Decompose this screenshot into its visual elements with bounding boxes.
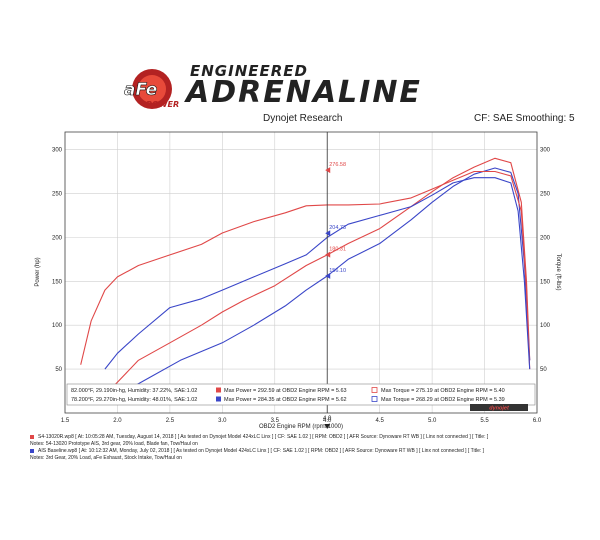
y-tick-label: 100 [52, 323, 63, 329]
legend-max-power: Max Power = 284.35 at OBD2 Engine RPM = … [224, 397, 347, 403]
note-text: S4-13020R.wp8 [ At: 10:05:28 AM, Tuesday… [38, 434, 489, 440]
legend-power-swatch [216, 387, 221, 393]
note-line: Notes: 3rd Gear, 20% Load, aFe Exhaust, … [30, 455, 595, 462]
cursor-marker-icon [325, 272, 331, 279]
y-tick-label: 200 [540, 235, 551, 241]
cursor-markers: 276.58 204.73 180.31 156.10 [325, 162, 346, 279]
afe-logo: aFe POWER [124, 69, 179, 109]
x-axis-label: OBD2 Engine RPM (rpmx1000) [259, 424, 343, 430]
legend-max-torque: Max Torque = 268.29 at OBD2 Engine RPM =… [381, 397, 505, 403]
cursor-value-label: 204.73 [329, 225, 346, 231]
legend-conditions: 78.200°F, 29.270in-hg, Humidity: 48.01%,… [71, 397, 197, 403]
blue-run-swatch [30, 448, 34, 453]
y-tick-label: 150 [52, 279, 63, 285]
dyno-title: Dynojet Research [263, 113, 343, 124]
x-tick-label: 3.0 [218, 418, 227, 424]
y-tick-label: 50 [540, 367, 547, 373]
header: aFe POWER ENGINEERED ADRENALINE Dynojet … [0, 0, 600, 124]
y-tick-label: 300 [52, 148, 63, 154]
y-ticks-right: 50 100 150 200 250 300 [540, 148, 551, 374]
red-torque-series-line [80, 170, 531, 370]
note-text: AIS Baseline.wp8 [ At: 10:12:32 AM, Mond… [38, 448, 485, 454]
cursor-handle-icon [324, 424, 331, 429]
y-tick-label: 250 [52, 191, 63, 197]
legend-power-swatch [216, 396, 221, 402]
y-tick-label: 100 [540, 323, 551, 329]
legend-max-power: Max Power = 292.59 at OBD2 Engine RPM = … [224, 388, 347, 394]
cf-info: CF: SAE Smoothing: 5 [474, 113, 575, 124]
x-tick-label: 5.5 [480, 418, 489, 424]
cursor-marker-icon [325, 251, 331, 258]
chart-legend: 82.000°F, 29.190in-hg, Humidity: 37.22%,… [66, 383, 536, 422]
cursor-marker-icon [325, 167, 331, 174]
y-tick-label: 200 [52, 235, 63, 241]
legend-conditions: 82.000°F, 29.190in-hg, Humidity: 37.22%,… [71, 388, 197, 394]
legend-torque-swatch [371, 387, 378, 393]
run-notes: S4-13020R.wp8 [ At: 10:05:28 AM, Tuesday… [30, 434, 595, 461]
dyno-chart: 50 100 150 200 250 300 50 100 150 200 250 300 1.5 2… [35, 131, 561, 430]
note-line: Notes: 54-13020 Prototype AIS, 3rd gear,… [30, 441, 595, 448]
y-tick-label: 50 [55, 367, 62, 373]
x-tick-label: 2.0 [113, 418, 122, 424]
x-ticks: 1.5 2.0 2.5 3.0 3.5 4.0 4.5 5.0 5.5 6.0 [61, 418, 542, 424]
note-line: S4-13020R.wp8 [ At: 10:05:28 AM, Tuesday… [30, 434, 595, 441]
y-tick-label: 250 [540, 191, 551, 197]
y-axis-label-left: Power (hp) [35, 257, 41, 286]
x-tick-label: 1.5 [61, 418, 70, 424]
cursor-value-label: 156.10 [329, 268, 346, 274]
blue-power-series-line [104, 167, 531, 405]
legend-torque-swatch [371, 396, 378, 402]
cursor-rpm-label: 4.0 [323, 416, 332, 422]
note-line: AIS Baseline.wp8 [ At: 10:12:32 AM, Mond… [30, 448, 595, 455]
y-ticks-left: 50 100 150 200 250 300 [52, 148, 63, 374]
y-axis-label-right: Torque (ft-lbs) [555, 253, 561, 290]
x-tick-label: 6.0 [533, 418, 542, 424]
note-text: Notes: 54-13020 Prototype AIS, 3rd gear,… [30, 440, 198, 447]
brand-top: ENGINEERED [190, 62, 308, 80]
logo-text: aFe [124, 80, 157, 100]
cursor-value-label: 180.31 [329, 247, 346, 253]
brand-main: ADRENALINE [186, 75, 422, 110]
x-tick-label: 4.0 [323, 418, 332, 424]
x-tick-label: 2.5 [166, 418, 175, 424]
legend-max-torque: Max Torque = 275.19 at OBD2 Engine RPM =… [381, 388, 505, 394]
cursor-value-label: 276.58 [329, 162, 346, 168]
red-run-swatch [30, 434, 34, 439]
blue-torque-series-line [104, 177, 531, 370]
cursor-line [324, 132, 331, 429]
x-tick-label: 5.0 [428, 418, 437, 424]
note-text: Notes: 3rd Gear, 20% Load, aFe Exhaust, … [30, 454, 182, 461]
red-power-series-line [104, 157, 531, 396]
chart-grid [64, 132, 538, 413]
dynojet-tag-icon [470, 404, 528, 411]
legend-box [66, 383, 536, 406]
y-tick-label: 150 [540, 279, 551, 285]
x-tick-label: 4.5 [375, 418, 384, 424]
plot-frame [64, 131, 538, 414]
x-tick-label: 3.5 [271, 418, 280, 424]
y-tick-label: 300 [540, 148, 551, 154]
cursor-marker-icon [325, 230, 331, 237]
dynojet-tag-text: dynojet [489, 406, 510, 412]
logo-sub: POWER [146, 100, 179, 109]
